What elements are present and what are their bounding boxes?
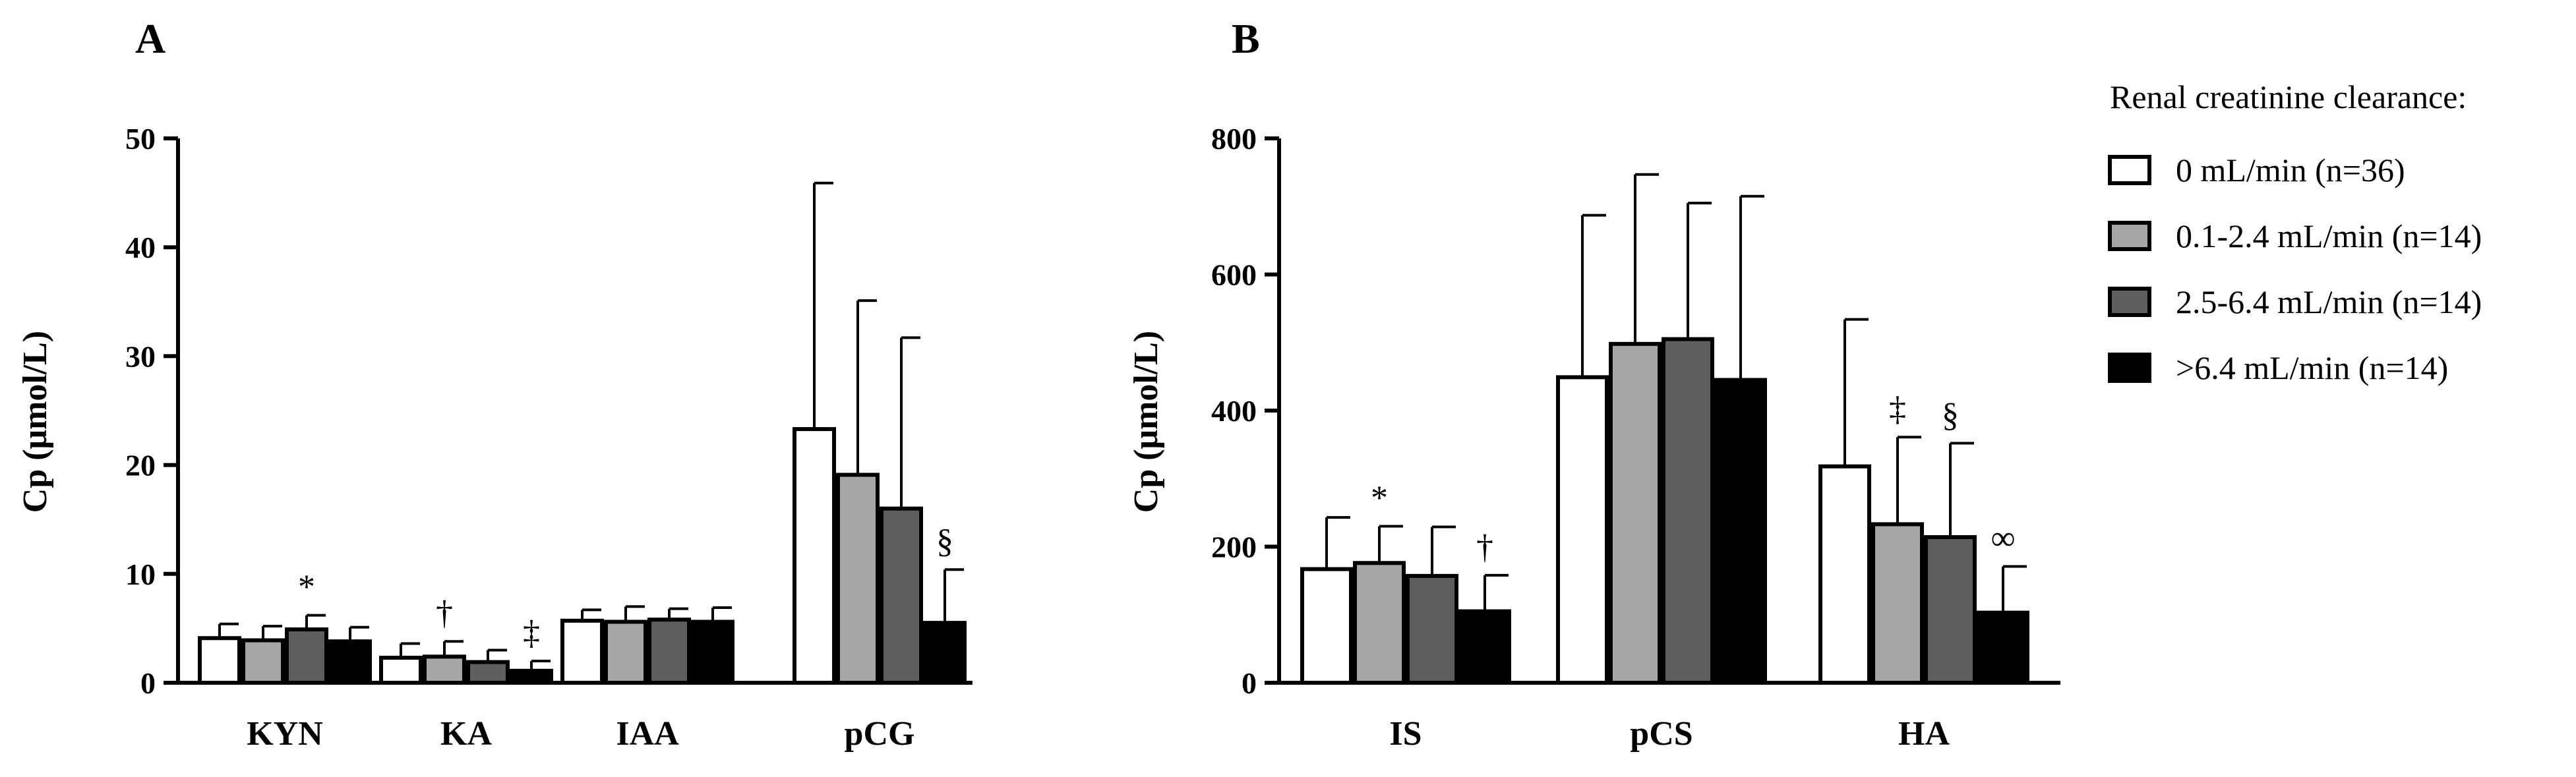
legend-label-0: 0 mL/min (n=36) xyxy=(2176,152,2405,188)
panel-a-y-tick-label: 10 xyxy=(125,558,156,591)
panel-a-significance-mark: § xyxy=(936,523,953,560)
panel-b-significance-marks: * † ‡ § ∞ xyxy=(1371,390,2016,566)
panel-b-significance-mark: ∞ xyxy=(1991,519,2015,557)
panel-b-y-tick-label: 200 xyxy=(1211,531,1257,564)
panel-a-category-label: IAA xyxy=(616,715,679,753)
panel-b-significance-mark: § xyxy=(1942,397,1959,434)
panel-b-y-ticks: 0 200 400 600 800 xyxy=(1211,122,1279,700)
panel-b-significance-mark: * xyxy=(1371,480,1388,517)
panel-b-y-tick-label: 400 xyxy=(1211,394,1257,428)
panel-a-significance-mark: * xyxy=(298,569,315,606)
panel-a-bar-kyn-s2 xyxy=(285,627,328,685)
panel-b-bar-pcs-s3 xyxy=(1714,378,1767,685)
panel-a-significance-mark: † xyxy=(436,594,453,632)
panel-b-y-tick-label: 800 xyxy=(1211,122,1257,156)
legend: Renal creatinine clearance: 0 mL/min (n=… xyxy=(2108,78,2482,386)
panel-b-significance-mark: † xyxy=(1476,529,1493,566)
panel-a-category-labels: KYN KA IAA pCG xyxy=(247,715,914,753)
panel-a-bar-pcg-s2 xyxy=(880,506,923,685)
panel-a-category-label: pCG xyxy=(845,715,915,753)
panel-b-y-axis-label: Cp (μmol/L) xyxy=(1127,331,1165,513)
panel-a-bar-iaa-s1 xyxy=(604,619,647,685)
panel-b-category-label: pCS xyxy=(1630,715,1692,753)
legend-swatch-2 xyxy=(2108,287,2151,317)
panel-b-error-bars xyxy=(1325,173,2027,613)
panel-b-bar-is-s2 xyxy=(1406,573,1458,685)
legend-swatch-1 xyxy=(2108,221,2151,251)
panel-b-bar-pcs-s1 xyxy=(1609,341,1662,685)
legend-swatch-0 xyxy=(2108,155,2151,185)
legend-item: >6.4 mL/min (n=14) xyxy=(2108,349,2448,386)
legend-swatch-3 xyxy=(2108,353,2151,383)
panel-a-significance-marks: * † ‡ § xyxy=(298,523,953,652)
legend-label-3: >6.4 mL/min (n=14) xyxy=(2176,349,2448,386)
legend-item: 0.1-2.4 mL/min (n=14) xyxy=(2108,217,2482,254)
panel-a-bar-pcg-s0 xyxy=(793,427,836,685)
panel-b-bar-pcs-s0 xyxy=(1556,375,1609,685)
panel-a-y-axis-label: Cp (μmol/L) xyxy=(16,331,54,513)
panel-a: A Cp (μmol/L) 0 10 20 30 40 50 * † ‡ § KYN KA IAA p… xyxy=(16,15,973,753)
panel-b-category-label: HA xyxy=(1898,715,1950,753)
panel-b-bar-ha-s0 xyxy=(1818,464,1871,685)
panel-b-bar-is-s0 xyxy=(1300,567,1353,685)
panel-a-category-label: KYN xyxy=(247,715,323,753)
legend-label-2: 2.5-6.4 mL/min (n=14) xyxy=(2176,283,2482,320)
panel-a-bar-ka-s1 xyxy=(423,654,466,685)
panel-b-category-label: IS xyxy=(1389,715,1422,753)
panel-a-y-tick-label: 0 xyxy=(140,666,156,700)
panel-a-bar-kyn-s0 xyxy=(198,636,241,685)
panel-b-label: B xyxy=(1232,15,1260,62)
panel-b-significance-mark: ‡ xyxy=(1889,390,1906,428)
panel-b-bars xyxy=(1300,337,2029,685)
panel-a-y-tick-label: 20 xyxy=(125,449,156,482)
panel-a-bar-iaa-s3 xyxy=(691,619,734,685)
panel-a-bar-pcg-s1 xyxy=(836,473,880,685)
panel-b-category-labels: IS pCS HA xyxy=(1389,715,1950,753)
panel-a-significance-mark: ‡ xyxy=(523,614,540,652)
panel-b-y-tick-label: 0 xyxy=(1242,666,1257,700)
panel-b-bar-ha-s3 xyxy=(1977,610,2029,685)
panel-a-y-tick-label: 30 xyxy=(125,339,156,373)
legend-label-1: 0.1-2.4 mL/min (n=14) xyxy=(2176,217,2482,254)
panel-a-bars xyxy=(198,427,967,685)
panel-a-bar-kyn-s1 xyxy=(241,638,285,685)
panel-a-bar-ka-s2 xyxy=(466,660,510,685)
panel-a-y-tick-label: 50 xyxy=(125,122,156,156)
legend-item: 0 mL/min (n=36) xyxy=(2108,152,2405,188)
panel-b: B Cp (μmol/L) 0 200 400 600 800 * † ‡ § ∞ IS pCS H… xyxy=(1127,15,2060,753)
panel-a-y-tick-label: 40 xyxy=(125,231,156,264)
panel-a-bar-kyn-s3 xyxy=(328,639,372,685)
panel-a-error-bars xyxy=(218,181,964,671)
panel-b-bar-pcs-s2 xyxy=(1662,337,1714,685)
legend-title: Renal creatinine clearance: xyxy=(2110,78,2467,115)
panel-b-bar-is-s1 xyxy=(1353,561,1406,685)
panel-a-bar-ka-s0 xyxy=(379,656,423,685)
panel-a-category-label: KA xyxy=(440,715,492,753)
panel-a-bar-iaa-s0 xyxy=(560,618,604,685)
legend-item: 2.5-6.4 mL/min (n=14) xyxy=(2108,283,2482,320)
panel-a-bar-pcg-s3 xyxy=(923,621,967,685)
panel-b-bar-is-s3 xyxy=(1458,609,1511,685)
panel-a-y-ticks: 0 10 20 30 40 50 xyxy=(125,122,178,700)
panel-b-y-tick-label: 600 xyxy=(1211,258,1257,292)
panel-b-bar-ha-s2 xyxy=(1924,535,1977,685)
panel-a-bar-iaa-s2 xyxy=(647,618,691,685)
panel-b-bar-ha-s1 xyxy=(1871,522,1924,685)
panel-a-label: A xyxy=(135,15,165,62)
